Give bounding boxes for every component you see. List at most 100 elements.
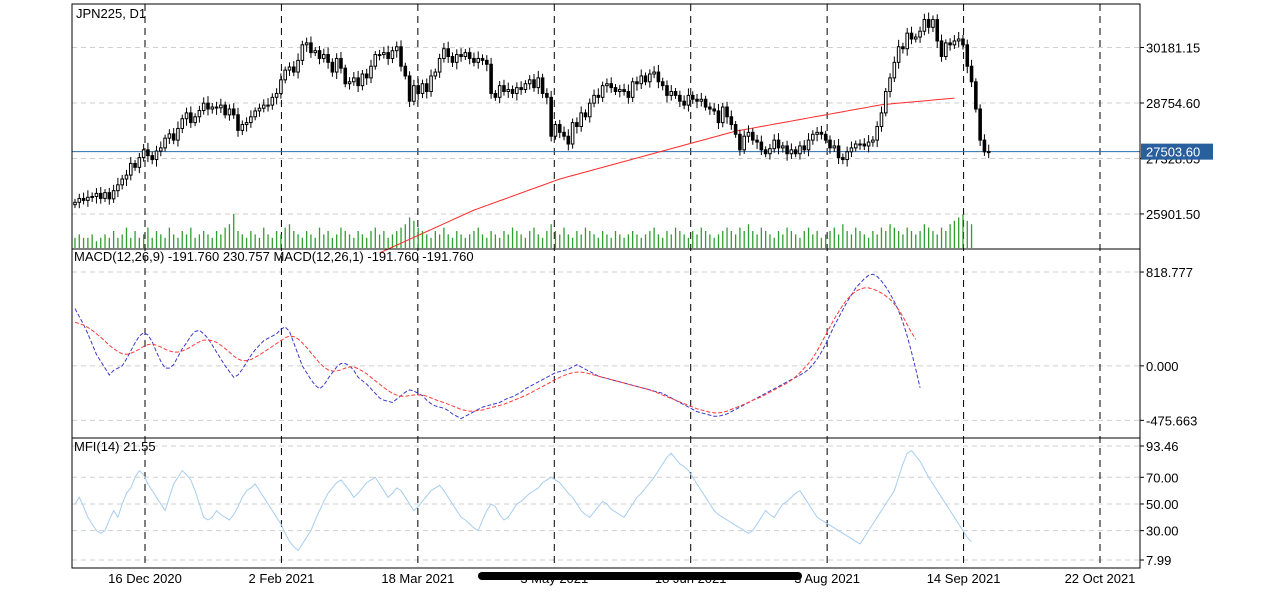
- candle-bear: [609, 83, 614, 89]
- candle-bear: [330, 61, 335, 73]
- candle-bull: [922, 19, 927, 32]
- candle-bear: [841, 157, 845, 161]
- volume-histogram: [74, 214, 973, 248]
- candle-bull: [454, 54, 459, 63]
- y-tick-label: 0.000: [1146, 359, 1179, 374]
- macd-signal-line: [74, 287, 917, 414]
- candle-bear: [545, 92, 549, 98]
- candle-bear: [450, 56, 455, 63]
- candle-bear: [673, 91, 678, 96]
- candle-bull: [600, 85, 605, 98]
- candle-bull: [497, 85, 502, 98]
- candle-bear: [690, 94, 695, 100]
- candle-bear: [557, 124, 562, 133]
- chart-scrollbar[interactable]: [478, 572, 802, 580]
- candle-bull: [918, 30, 922, 38]
- candle-bear: [961, 38, 965, 46]
- candle-bull: [394, 46, 399, 52]
- candle-bull: [197, 110, 202, 118]
- candle-bull: [412, 85, 416, 102]
- candle-bull: [686, 94, 691, 106]
- candle-bull: [167, 133, 172, 139]
- candle-bull: [184, 112, 189, 120]
- moving-average-line: [379, 97, 955, 254]
- macd-main-line: [74, 273, 921, 420]
- candle-bear: [948, 42, 952, 46]
- candle-bear: [750, 131, 755, 141]
- candle-bear: [665, 85, 669, 96]
- candle-bear: [935, 19, 940, 42]
- candle-bear: [133, 162, 137, 168]
- candle-bull: [124, 174, 129, 180]
- candle-bull: [875, 126, 879, 141]
- candle-bull: [352, 77, 356, 83]
- candle-bull: [176, 127, 180, 141]
- candle-bear: [223, 104, 227, 116]
- candle-bull: [287, 66, 292, 71]
- candle-bear: [819, 131, 824, 135]
- candle-bull: [382, 52, 386, 56]
- candle-bull: [986, 151, 991, 154]
- candle-bear: [660, 81, 665, 87]
- candle-bull: [618, 89, 622, 93]
- candle-bull: [219, 104, 223, 109]
- candlestick-series: [73, 12, 991, 209]
- candle-bear: [343, 67, 348, 85]
- candle-bear: [214, 106, 219, 109]
- candle-bull: [322, 54, 326, 59]
- candle-bear: [939, 40, 944, 57]
- candle-bull: [300, 44, 305, 61]
- candle-bull: [261, 104, 266, 109]
- candle-bull: [806, 139, 811, 151]
- candle-bear: [98, 192, 103, 199]
- candle-bear: [107, 192, 112, 200]
- candle-bear: [566, 135, 571, 145]
- candle-bear: [480, 57, 485, 61]
- candle-bear: [969, 65, 974, 83]
- candle-bull: [570, 122, 575, 145]
- current-price-value: 27503.60: [1146, 145, 1200, 160]
- candle-bear: [703, 98, 708, 108]
- candle-bull: [373, 54, 378, 67]
- candle-bull: [553, 124, 558, 137]
- candle-bull: [879, 112, 884, 127]
- candle-bull: [227, 108, 232, 116]
- candle-bear: [725, 106, 729, 118]
- candle-bull: [141, 149, 146, 159]
- candle-bull: [536, 77, 541, 89]
- candle-bull: [815, 131, 819, 135]
- candle-bear: [467, 52, 472, 59]
- candle-bear: [901, 46, 905, 50]
- candle-bull: [523, 83, 528, 91]
- candle-bull: [377, 54, 382, 57]
- candle-bear: [755, 139, 759, 143]
- candle-bear: [416, 85, 420, 94]
- candle-bull: [120, 178, 124, 186]
- candle-bull: [159, 147, 163, 152]
- x-tick-label: 14 Sep 2021: [927, 571, 1001, 586]
- candle-bear: [206, 102, 210, 110]
- current-price-tag: [1141, 143, 1213, 160]
- panel-frames: [71, 3, 1141, 569]
- candle-bear: [622, 89, 626, 93]
- candle-bull: [313, 50, 318, 54]
- candle-bear: [532, 79, 536, 89]
- candle-bull: [652, 71, 656, 75]
- candle-bear: [549, 96, 553, 137]
- candle-bull: [304, 42, 309, 46]
- candle-bear: [759, 141, 764, 151]
- candle-bull: [527, 79, 532, 85]
- candle-bear: [424, 83, 429, 92]
- candle-bear: [656, 71, 661, 83]
- y-tick-label: 30.00: [1146, 524, 1179, 539]
- candle-bull: [944, 42, 948, 57]
- candle-bull: [592, 94, 596, 104]
- x-tick-label: 22 Oct 2021: [1065, 571, 1136, 586]
- candle-bull: [420, 83, 425, 94]
- candle-bull: [154, 150, 159, 161]
- candle-bull: [845, 151, 849, 161]
- candle-bull: [244, 122, 249, 126]
- candle-bull: [77, 197, 82, 203]
